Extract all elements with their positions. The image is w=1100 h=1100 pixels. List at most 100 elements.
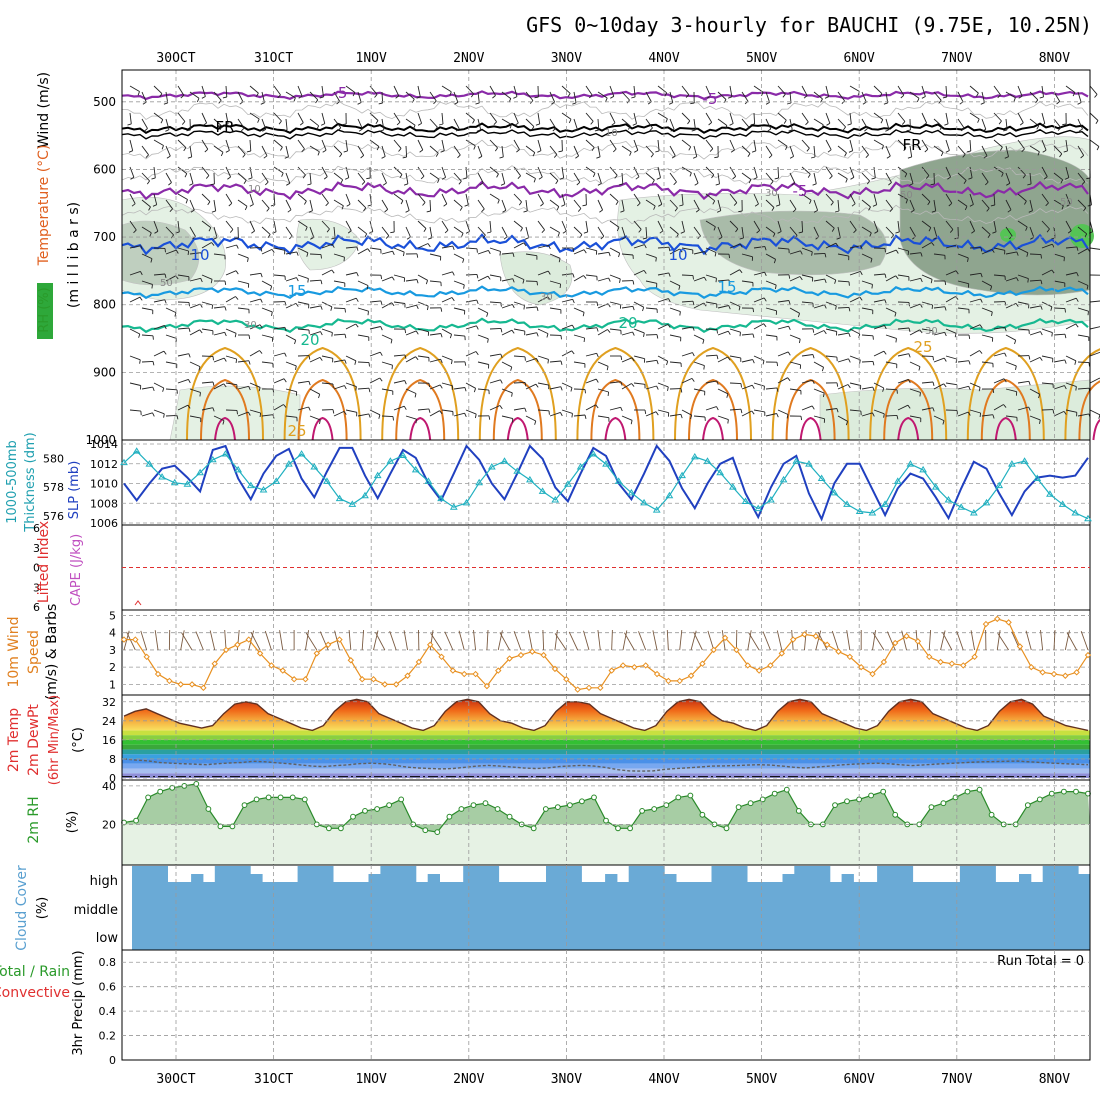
wind-barb: [165, 388, 178, 391]
hot-contour: [409, 416, 432, 441]
wind10-barb: [554, 633, 567, 651]
wind-barb: [993, 326, 1005, 330]
wind-barb: [717, 118, 728, 126]
wind-barb-flag: [308, 381, 311, 386]
wind-barb-flag: [980, 247, 983, 252]
wind-barb: [141, 307, 153, 311]
wind-barb-flag: [955, 270, 959, 275]
wind-barb: [513, 381, 526, 384]
wind10-point: [166, 677, 173, 685]
wind-barb-flag: [885, 129, 890, 132]
wind10-tick: 1: [109, 678, 116, 691]
wind-barb: [537, 270, 549, 276]
wind-barb-flag: [159, 93, 163, 98]
wind-barb: [333, 385, 345, 390]
wind-barb-flag: [634, 149, 639, 153]
wind-barb: [345, 409, 357, 413]
wind-barb-flag: [260, 273, 263, 278]
wind-barb-flag: [976, 92, 979, 97]
wind-barb: [273, 166, 284, 174]
wind-barb: [837, 358, 849, 363]
wind-barb: [345, 297, 357, 303]
wind-barb-flag: [416, 96, 421, 99]
wind-barb: [249, 324, 261, 330]
wind-barb-flag: [258, 387, 261, 392]
wind-barb-flag: [706, 95, 711, 99]
wind-barb-flag: [761, 92, 764, 96]
rh-point: [217, 823, 224, 830]
wind-barb: [621, 172, 624, 185]
wind-barb: [417, 408, 429, 411]
wind-barb-flag: [548, 245, 551, 250]
wind-barb-flag: [774, 177, 779, 180]
wind-barb: [501, 172, 506, 184]
wind-barb: [1005, 251, 1017, 255]
wind-barb: [705, 354, 718, 357]
wind-barb-flag: [655, 411, 659, 416]
wind-barb: [525, 226, 530, 238]
wind-barb: [813, 330, 825, 336]
wind-barb-flag: [266, 208, 270, 212]
wind-barb: [681, 85, 690, 95]
wind-barb-flag: [679, 311, 681, 316]
wind-barb-flag: [642, 237, 647, 240]
thickness-point: [1008, 460, 1016, 467]
wind-barb-flag: [596, 353, 599, 358]
wind-barb-flag: [417, 123, 422, 126]
wind-barb: [873, 299, 885, 303]
wind-barb-flag: [1072, 92, 1076, 97]
temp-contour: [121, 128, 1089, 140]
wind-barb-flag: [1060, 179, 1064, 184]
wind-barb: [765, 172, 774, 182]
rh-point: [554, 804, 561, 810]
wind-barb-flag: [326, 228, 330, 233]
wind-barb-flag: [772, 233, 776, 238]
wind-barb: [861, 226, 872, 234]
wind-barb-flag: [1078, 128, 1083, 132]
rh-point: [350, 813, 356, 820]
wind-barb-flag: [652, 179, 655, 184]
wind-barb: [213, 253, 225, 256]
wind-barb-flag: [895, 231, 900, 234]
wind10-barb: [305, 632, 318, 651]
rh-contour-label: 50: [160, 278, 173, 289]
wind-barb-flag: [656, 334, 659, 339]
cloud-high-bar: [250, 874, 263, 892]
wind-barb: [969, 193, 974, 205]
wind-barb: [705, 328, 718, 331]
wind-barb-flag: [1037, 151, 1040, 156]
wind-barb: [861, 253, 873, 260]
wind-barb: [573, 334, 585, 339]
wind-barb-flag: [610, 95, 615, 99]
wind-barb-flag: [791, 182, 796, 186]
warm-contour: [576, 346, 655, 441]
wind-barb-flag: [509, 124, 512, 129]
wind10-point: [268, 662, 275, 669]
wind-barb: [765, 280, 777, 286]
wind-barb-flag: [1062, 123, 1067, 126]
wind-barb: [225, 296, 236, 303]
cloud-high-bar: [534, 882, 547, 892]
wind-barb-flag: [166, 155, 171, 159]
wind-barb-flag: [831, 227, 835, 232]
wind-barb-flag: [144, 128, 148, 132]
wind-barb-flag: [346, 203, 351, 207]
wind-barb-flag: [608, 277, 611, 282]
wind-barb: [1065, 382, 1077, 388]
wind-barb: [909, 252, 921, 255]
wind-barb: [369, 326, 381, 330]
wind-barb: [1077, 248, 1088, 255]
wind-barb-flag: [632, 306, 635, 311]
wind-barb-flag: [762, 360, 765, 365]
wind-barb-flag: [1065, 177, 1069, 180]
wind-barb: [681, 193, 684, 205]
wind-barb-flag: [211, 210, 216, 213]
wind-barb-flag: [514, 122, 519, 126]
wind-barb-flag: [363, 207, 367, 212]
wind-barb: [501, 252, 514, 255]
wind-barb-flag: [910, 209, 915, 213]
wind-barb: [477, 226, 486, 236]
precip-tick: 0: [109, 1054, 116, 1067]
wind-barb: [861, 145, 869, 156]
wind-barb: [1065, 272, 1077, 276]
